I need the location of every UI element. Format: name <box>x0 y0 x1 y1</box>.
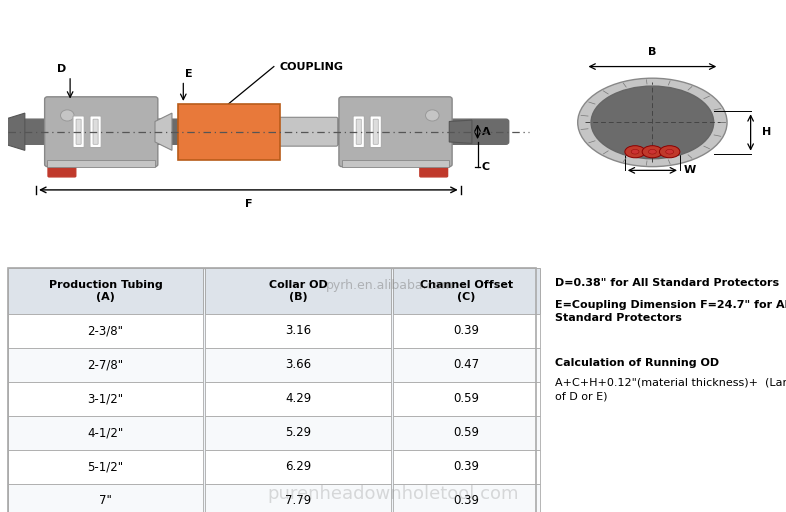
Text: 2-3/8": 2-3/8" <box>87 324 123 337</box>
Bar <box>8 382 203 416</box>
FancyBboxPatch shape <box>76 119 81 144</box>
Text: 0.39: 0.39 <box>454 324 479 337</box>
Bar <box>178 104 280 160</box>
FancyBboxPatch shape <box>373 119 378 144</box>
Bar <box>393 268 540 314</box>
Text: 5.29: 5.29 <box>285 426 311 439</box>
Text: 7.79: 7.79 <box>285 495 311 507</box>
Bar <box>205 484 391 512</box>
Circle shape <box>591 86 714 159</box>
Bar <box>205 450 391 484</box>
Text: 7": 7" <box>99 495 112 507</box>
Circle shape <box>425 110 439 121</box>
FancyBboxPatch shape <box>93 119 98 144</box>
Text: 0.39: 0.39 <box>454 495 479 507</box>
Circle shape <box>625 146 645 158</box>
FancyBboxPatch shape <box>370 116 381 147</box>
Circle shape <box>61 110 74 121</box>
Text: pyrh.en.alibaba.com: pyrh.en.alibaba.com <box>326 279 454 292</box>
Text: 6.29: 6.29 <box>285 460 311 474</box>
Text: 0.59: 0.59 <box>454 426 479 439</box>
FancyBboxPatch shape <box>47 160 155 166</box>
Circle shape <box>666 150 674 154</box>
FancyBboxPatch shape <box>277 117 338 146</box>
Circle shape <box>642 146 663 158</box>
Bar <box>393 484 540 512</box>
Text: C: C <box>482 162 490 172</box>
Text: 0.47: 0.47 <box>454 358 479 371</box>
Bar <box>8 268 203 314</box>
FancyBboxPatch shape <box>342 160 450 166</box>
Text: H: H <box>762 127 772 138</box>
Text: 3.66: 3.66 <box>285 358 311 371</box>
Bar <box>8 348 203 382</box>
Text: E: E <box>185 69 193 78</box>
Polygon shape <box>450 120 472 143</box>
FancyBboxPatch shape <box>73 116 84 147</box>
Text: A: A <box>482 127 490 137</box>
Polygon shape <box>2 113 25 151</box>
Bar <box>205 314 391 348</box>
Text: 5-1/2": 5-1/2" <box>87 460 123 474</box>
Text: Channel Offset
(C): Channel Offset (C) <box>420 280 513 302</box>
Text: 4.29: 4.29 <box>285 392 311 406</box>
Text: 0.39: 0.39 <box>454 460 479 474</box>
Circle shape <box>659 146 680 158</box>
Text: 4-1/2": 4-1/2" <box>87 426 123 439</box>
Text: 0.59: 0.59 <box>454 392 479 406</box>
Bar <box>393 314 540 348</box>
FancyBboxPatch shape <box>22 119 509 144</box>
Text: A+C+H+0.12"(material thickness)+  (Larger
of D or E): A+C+H+0.12"(material thickness)+ (Larger… <box>555 378 786 401</box>
Circle shape <box>648 150 656 154</box>
Text: 2-7/8": 2-7/8" <box>87 358 123 371</box>
FancyBboxPatch shape <box>353 116 365 147</box>
Bar <box>393 450 540 484</box>
Bar <box>8 268 536 512</box>
Circle shape <box>578 78 727 166</box>
Bar <box>393 382 540 416</box>
Text: W: W <box>684 165 696 175</box>
Text: purenheadownholetool.com: purenheadownholetool.com <box>267 485 519 503</box>
Text: Collar OD
(B): Collar OD (B) <box>269 280 328 302</box>
Bar <box>205 268 391 314</box>
Bar <box>8 416 203 450</box>
FancyBboxPatch shape <box>48 162 75 177</box>
Text: Production Tubing
(A): Production Tubing (A) <box>49 280 163 302</box>
Bar <box>8 450 203 484</box>
Bar <box>8 314 203 348</box>
FancyBboxPatch shape <box>45 97 158 166</box>
Bar <box>393 416 540 450</box>
Text: D=0.38" for All Standard Protectors: D=0.38" for All Standard Protectors <box>555 278 779 288</box>
Text: 3-1/2": 3-1/2" <box>87 392 123 406</box>
Text: D: D <box>57 64 66 74</box>
FancyBboxPatch shape <box>339 97 452 166</box>
Text: COUPLING: COUPLING <box>280 61 343 72</box>
Bar <box>8 268 536 512</box>
Text: E=Coupling Dimension F=24.7" for All
Standard Protectors: E=Coupling Dimension F=24.7" for All Sta… <box>555 300 786 323</box>
Text: 3.16: 3.16 <box>285 324 311 337</box>
Text: B: B <box>648 47 656 57</box>
FancyBboxPatch shape <box>90 116 101 147</box>
Text: Calculation of Running OD: Calculation of Running OD <box>555 358 719 368</box>
FancyBboxPatch shape <box>420 162 447 177</box>
Polygon shape <box>155 113 172 151</box>
Bar <box>393 348 540 382</box>
Bar <box>8 484 203 512</box>
FancyBboxPatch shape <box>356 119 362 144</box>
Circle shape <box>631 150 639 154</box>
Text: F: F <box>244 199 252 209</box>
Bar <box>205 382 391 416</box>
Bar <box>205 416 391 450</box>
Bar <box>205 348 391 382</box>
